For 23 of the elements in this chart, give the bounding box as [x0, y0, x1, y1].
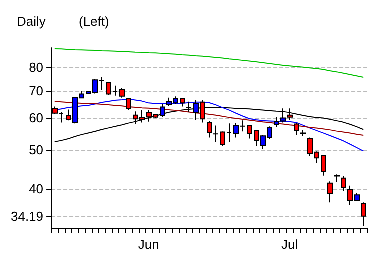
- candlestick: [106, 81, 111, 96]
- chart-title: Daily: [17, 14, 46, 29]
- y-tick-label: 60: [29, 110, 44, 126]
- y-tick-label: 80: [29, 60, 44, 76]
- y-tick-label: 70: [29, 84, 44, 99]
- candlestick: [341, 176, 346, 192]
- line-series: [54, 48, 364, 78]
- y-tick-label: 40: [29, 181, 44, 196]
- candlestick: [180, 98, 185, 108]
- line-series: [54, 101, 364, 136]
- candlestick: [321, 154, 326, 176]
- x-tick-label: Jul: [282, 237, 298, 252]
- candlestick: [334, 174, 340, 184]
- candlestick: [300, 130, 306, 137]
- candlestick: [207, 120, 212, 138]
- candlestick: [327, 181, 333, 204]
- y-tick-label: 34.19: [10, 208, 44, 224]
- x-tick-label: Jun: [138, 237, 160, 252]
- candlestick: [294, 122, 299, 136]
- y-tick-label: 50: [29, 142, 44, 158]
- candlestick: [274, 116, 279, 128]
- chart-subtitle: (Left): [79, 14, 110, 29]
- candlestick: [126, 98, 131, 112]
